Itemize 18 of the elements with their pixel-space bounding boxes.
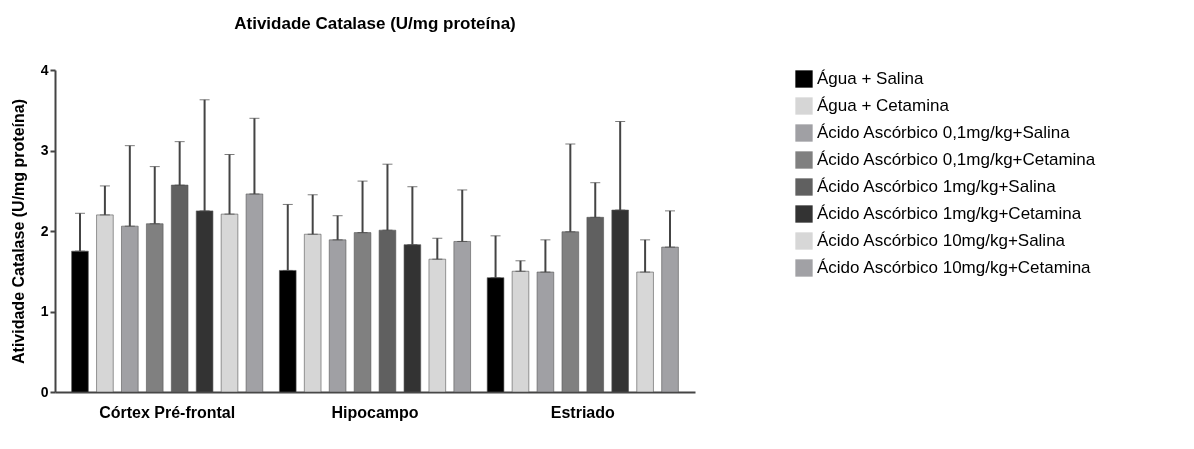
legend-label: Água + Salina xyxy=(817,69,924,88)
y-tick-label: 2 xyxy=(40,222,49,239)
y-tick-label: 3 xyxy=(40,142,49,158)
y-axis-title: Atividade Catalase (U/mg proteína) xyxy=(9,99,27,364)
x-tick-label: Hipocampo xyxy=(331,403,419,421)
y-tick-label: 0 xyxy=(40,383,49,400)
legend-label: Ácido Ascórbico 10mg/kg+Salina xyxy=(817,231,1066,250)
legend-label: Água + Cetamina xyxy=(817,96,950,115)
x-tick-label: Córtex Pré-frontal xyxy=(99,403,236,421)
legend-label: Ácido Ascórbico 1mg/kg+Salina xyxy=(817,177,1057,196)
legend-label: Ácido Ascórbico 1mg/kg+Cetamina xyxy=(817,204,1082,223)
y-tick-label: 1 xyxy=(40,303,49,319)
chart-title: Atividade Catalase (U/mg proteína) xyxy=(234,14,516,33)
y-tick-label: 4 xyxy=(40,61,49,78)
x-tick-label: Estriado xyxy=(550,403,616,421)
legend-label: Ácido Ascórbico 0,1mg/kg+Salina xyxy=(817,123,1071,142)
legend-label: Ácido Ascórbico 0,1mg/kg+Cetamina xyxy=(817,150,1096,169)
legend-label: Ácido Ascórbico 10mg/kg+Cetamina xyxy=(817,258,1092,277)
